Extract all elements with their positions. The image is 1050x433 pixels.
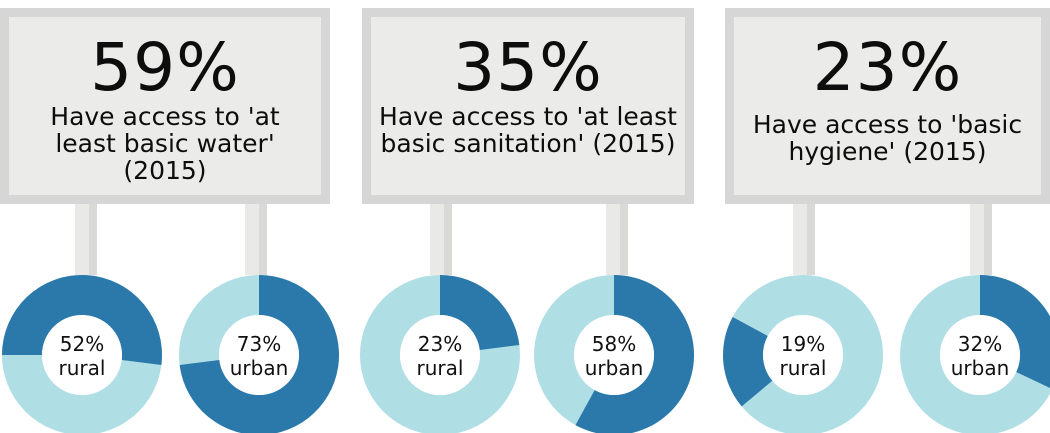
- donut-value-label: 32%: [958, 332, 1002, 356]
- donut-value-label: 23%: [418, 332, 462, 356]
- donut-share-slice: [722, 316, 773, 407]
- connector-post: [606, 195, 628, 275]
- connector-post: [245, 195, 267, 275]
- donut-area-label: rural: [780, 356, 827, 380]
- donut-area-label: rural: [417, 356, 464, 380]
- donut-value-label: 73%: [237, 332, 281, 356]
- connector-post: [430, 195, 452, 275]
- hygiene-description: Have access to 'basic hygiene' (2015): [752, 110, 1023, 166]
- donut-hole: [763, 315, 843, 395]
- donut-value-label: 52%: [60, 332, 104, 356]
- donut-chart-rural: 23%rural: [360, 275, 520, 433]
- donut-share-slice: [2, 275, 162, 366]
- donut-area-label: rural: [59, 356, 106, 380]
- donut-share-slice: [179, 275, 339, 433]
- connector-post: [970, 195, 992, 275]
- donut-area-label: urban: [230, 356, 289, 380]
- donut-share-slice: [575, 275, 694, 433]
- donut-chart-rural: 52%rural: [2, 275, 162, 433]
- donut-hole: [940, 315, 1020, 395]
- donut-value-label: 19%: [781, 332, 825, 356]
- connector-post: [793, 195, 815, 275]
- sanitation-card: 35% Have access to 'at least basic sanit…: [362, 8, 694, 204]
- donut-chart-urban: 58%urban: [534, 275, 694, 433]
- donut-share-slice: [980, 275, 1050, 388]
- donut-chart-rural: 19%rural: [722, 275, 883, 433]
- donut-value-label: 58%: [592, 332, 636, 356]
- donut-chart-urban: 73%urban: [179, 275, 339, 433]
- donut-hole: [574, 315, 654, 395]
- donut-chart-urban: 32%urban: [900, 275, 1050, 433]
- donut-hole: [400, 315, 480, 395]
- hygiene-card: 23% Have access to 'basic hygiene' (2015…: [725, 8, 1050, 204]
- donut-area-label: urban: [951, 356, 1010, 380]
- sanitation-percentage: 35%: [453, 29, 603, 106]
- donut-share-slice: [440, 275, 520, 350]
- donut-hole: [219, 315, 299, 395]
- water-description: Have access to 'at least basic water' (2…: [50, 102, 280, 185]
- sanitation-description: Have access to 'at least basic sanitatio…: [379, 102, 677, 158]
- donut-hole: [42, 315, 122, 395]
- connector-post: [75, 195, 97, 275]
- donut-area-label: urban: [585, 356, 644, 380]
- hygiene-percentage: 23%: [812, 29, 963, 106]
- water-card: 59% Have access to 'at least basic water…: [0, 8, 330, 204]
- water-percentage: 59%: [90, 29, 240, 106]
